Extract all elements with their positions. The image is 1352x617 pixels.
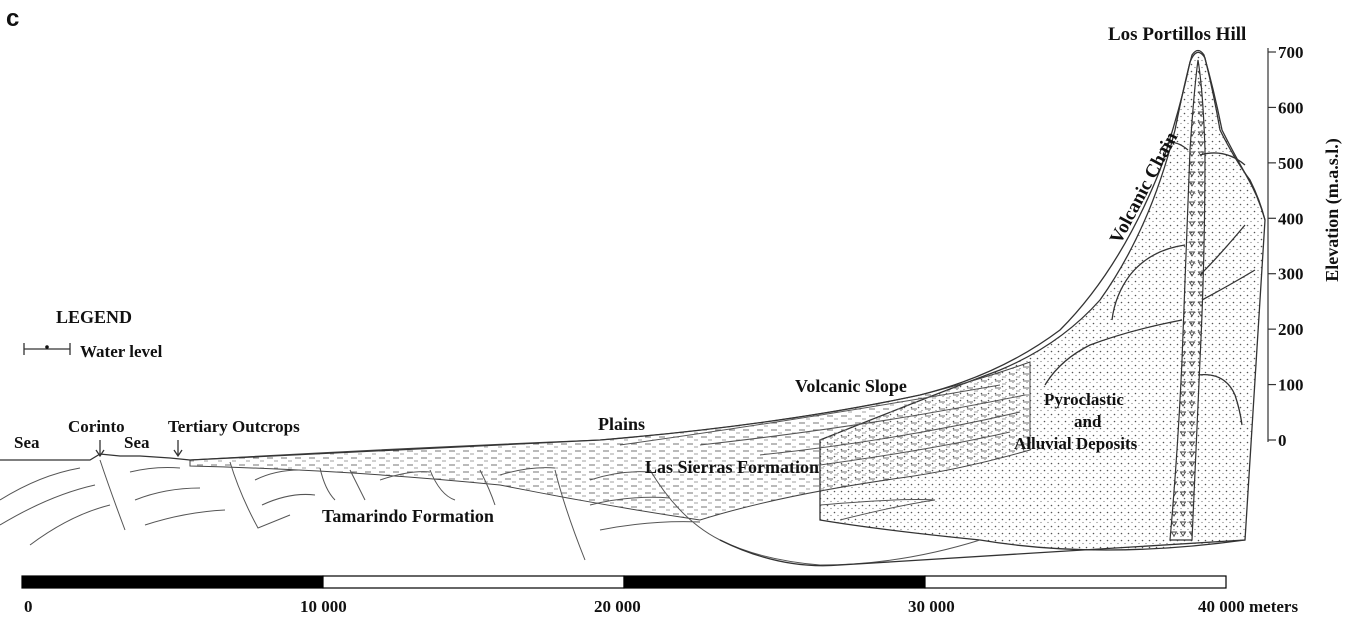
scale-bar-tick-label: 30 000 [908,597,955,616]
scale-bar-segment [924,575,1227,589]
tertiary-outcrops-label: Tertiary Outcrops [168,417,300,436]
elevation-tick-label: 100 [1278,376,1304,395]
sea-right-label: Sea [124,433,150,452]
volcanic-conduit [1169,59,1206,541]
plains-label: Plains [598,414,645,434]
scale-bar-segment [322,575,625,589]
scale-bar-tick-label: 20 000 [594,597,641,616]
elevation-tick-label: 200 [1278,320,1304,339]
panel-label: c [6,5,19,32]
scale-bar: 0 10 000 20 000 30 000 40 000 meters [21,575,1298,616]
basement-fault-blocks [0,459,981,566]
summit-label: Los Portillos Hill [1108,24,1246,45]
corinto-arrow [95,440,105,458]
legend-item-water-level: Water level [80,342,163,361]
tamarindo-label: Tamarindo Formation [322,506,494,526]
elevation-tick-label: 0 [1278,431,1287,450]
volcanic-slope-layers [619,384,1026,521]
scale-bar-ticks: 0 10 000 20 000 30 000 40 000 meters [24,597,1298,616]
scale-bar-tick-label: 10 000 [300,597,347,616]
volcanic-slope-label: Volcanic Slope [795,376,907,396]
scale-bar-segments [21,575,1227,589]
scale-bar-tick-label: 0 [24,597,33,616]
dike-upper-right [1199,152,1246,166]
elevation-tick-label: 400 [1278,209,1304,228]
scale-bar-tick-label: 40 000 meters [1198,597,1298,616]
scale-bar-segment [623,575,926,589]
sea-left-label: Sea [14,433,40,452]
elevation-tick-label: 500 [1278,154,1304,173]
water-level-symbol [23,343,71,355]
elevation-ticks: 700 600 500 400 300 200 100 0 [1268,43,1304,450]
legend: LEGEND Water level [23,307,163,361]
elevation-tick-label: 700 [1278,43,1304,62]
elevation-axis: 700 600 500 400 300 200 100 0 Elevation (m.a.s.… [1267,43,1343,450]
ground-surface-profile [0,51,1266,461]
corinto-label: Corinto [68,417,125,436]
elevation-tick-label: 600 [1278,98,1304,117]
tertiary-arrow [173,440,183,458]
pyroclastic-label-3: Alluvial Deposits [1014,434,1138,453]
legend-title: LEGEND [56,307,132,327]
dike-upper-left [1159,141,1189,151]
dike-lower-right [1197,374,1243,426]
pyroclastic-label-1: Pyroclastic [1044,390,1124,409]
dike-left-2 [1044,319,1183,386]
elevation-axis-label: Elevation (m.a.s.l.) [1322,138,1343,282]
section-base [719,539,1246,567]
elevation-tick-label: 300 [1278,265,1304,284]
dike-right [1199,224,1256,301]
las-sierras-label: Las Sierras Formation [645,457,819,477]
dike-left-1 [1111,244,1186,321]
pyroclastic-label-2: and [1074,412,1102,431]
scale-bar-segment [21,575,324,589]
